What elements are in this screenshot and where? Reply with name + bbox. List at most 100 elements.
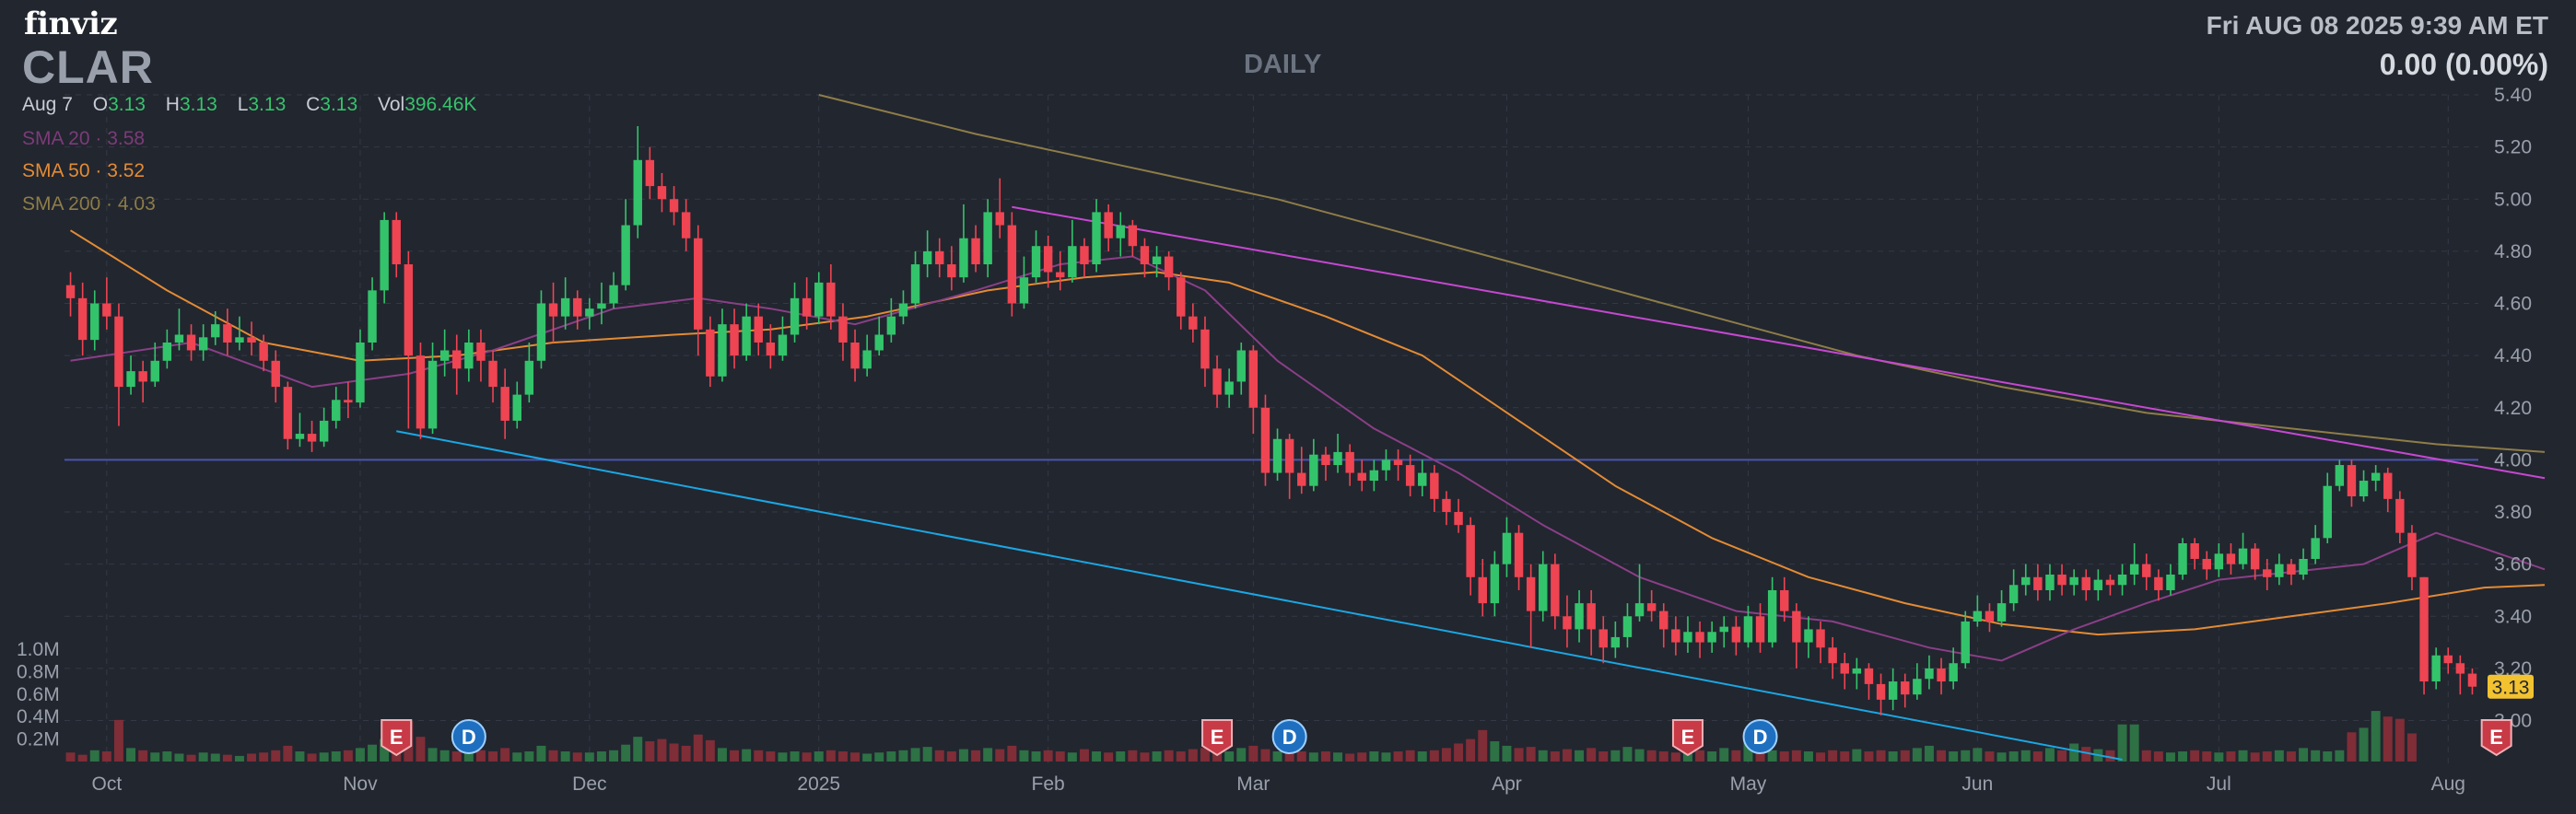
candle-body [1357, 472, 1366, 482]
volume-bar [416, 737, 426, 762]
price-change: 0.00 (0.00%) [2379, 48, 2548, 81]
volume-bar [439, 750, 450, 762]
candle-body [959, 238, 968, 278]
volume-bar [657, 738, 667, 762]
volume-bar [2178, 751, 2188, 762]
volume-bar [475, 750, 486, 762]
volume-bar [1996, 752, 2007, 762]
volume-bar [1104, 752, 1114, 762]
candle-body [356, 342, 365, 403]
candle-body [1188, 316, 1198, 330]
candle-body [2347, 465, 2357, 497]
volume-bar [2117, 724, 2127, 762]
candle-body [1260, 407, 1270, 473]
low-value: 3.13 [248, 94, 287, 115]
volume-bar [2406, 733, 2417, 762]
candle-body [1539, 564, 1548, 611]
candle-body [1816, 629, 1825, 648]
volume-bar [730, 750, 740, 762]
volume-bar [705, 739, 715, 762]
candle-body [1381, 459, 1391, 471]
volume-bar [1538, 750, 1548, 762]
volume-bar [1779, 751, 1789, 762]
volume-bar [1767, 750, 1777, 762]
sma50-legend[interactable]: SMA 50 · 3.52 [22, 160, 146, 181]
low-label: L [237, 94, 249, 115]
candle-body [2154, 576, 2163, 590]
candle-body [2275, 564, 2284, 577]
sma20-line [70, 255, 2546, 662]
candle-body [1007, 225, 1017, 304]
event-marker-label: E [1211, 726, 1224, 749]
volume-bar [271, 750, 281, 762]
candle-body [259, 342, 268, 361]
volume-bar [934, 750, 944, 762]
last-price-badge [2488, 674, 2534, 699]
volume-bar [1441, 748, 1451, 762]
x-tick-label: 2025 [797, 773, 840, 795]
indicator-lines [69, 94, 2546, 761]
volume-bar [1116, 751, 1126, 762]
volume-bar [1912, 748, 1922, 762]
volume-bar [536, 745, 546, 762]
candle-body [1164, 256, 1174, 278]
x-tick-label: Jun [1961, 773, 1993, 795]
candle-body [1526, 576, 1536, 611]
finviz-logo[interactable]: finviz [24, 6, 118, 42]
earnings-marker [1671, 719, 1704, 757]
earnings-marker [2480, 719, 2512, 757]
volume-bar [2274, 750, 2284, 762]
timeframe-label[interactable]: DAILY [1244, 50, 1322, 79]
candle-body [1068, 246, 1077, 278]
volume-bar [1646, 750, 1657, 762]
sma20-legend[interactable]: SMA 20 · 3.58 [22, 128, 146, 149]
candle-body [416, 355, 426, 429]
volume-bar [1803, 751, 1813, 762]
volume-bar [874, 752, 884, 762]
volume-bar [2214, 752, 2224, 762]
volume-bar [463, 752, 474, 762]
volume-bar [837, 751, 848, 762]
volume-bar [283, 745, 293, 762]
volume-bar [2262, 751, 2272, 762]
candle-body [524, 360, 534, 395]
sma200-legend[interactable]: SMA 200 · 4.03 [22, 193, 156, 215]
volume-bar [1260, 749, 1270, 762]
volume-bar [2202, 751, 2212, 762]
volume-bar [126, 748, 136, 762]
candle-body [1767, 589, 1777, 643]
open-label: O [92, 94, 109, 115]
candle-body [427, 360, 438, 429]
volume-bar [1333, 752, 1343, 762]
volume-bar [1490, 741, 1500, 762]
volume-bar [596, 751, 606, 762]
high-value: 3.13 [179, 94, 217, 115]
candle-body [2287, 564, 2296, 575]
volume-bar [1381, 752, 1391, 762]
candle-body [2178, 542, 2187, 575]
volume-bar [1828, 750, 1838, 762]
volume-bar [1719, 748, 1729, 762]
candle-body [439, 350, 450, 361]
candle-body [162, 342, 172, 361]
volume-bar [717, 748, 727, 762]
volume-bar [1454, 743, 1464, 762]
candle-body [186, 334, 196, 351]
volume-bar [2371, 711, 2381, 762]
volume-bar [500, 748, 510, 762]
volume-bar [319, 752, 329, 762]
candle-body [995, 212, 1004, 226]
volume-bar [1682, 751, 1692, 762]
candle-body [1502, 532, 1512, 564]
candle-body [621, 225, 630, 285]
candle-body [174, 334, 184, 343]
ticker-symbol: CLAR [22, 41, 154, 93]
volume-bar [222, 754, 232, 762]
candle-body [669, 199, 679, 213]
candle-body [2021, 576, 2031, 586]
volume-bar [1502, 745, 1512, 762]
sma200-line [818, 94, 2546, 453]
candle-body [247, 337, 256, 343]
